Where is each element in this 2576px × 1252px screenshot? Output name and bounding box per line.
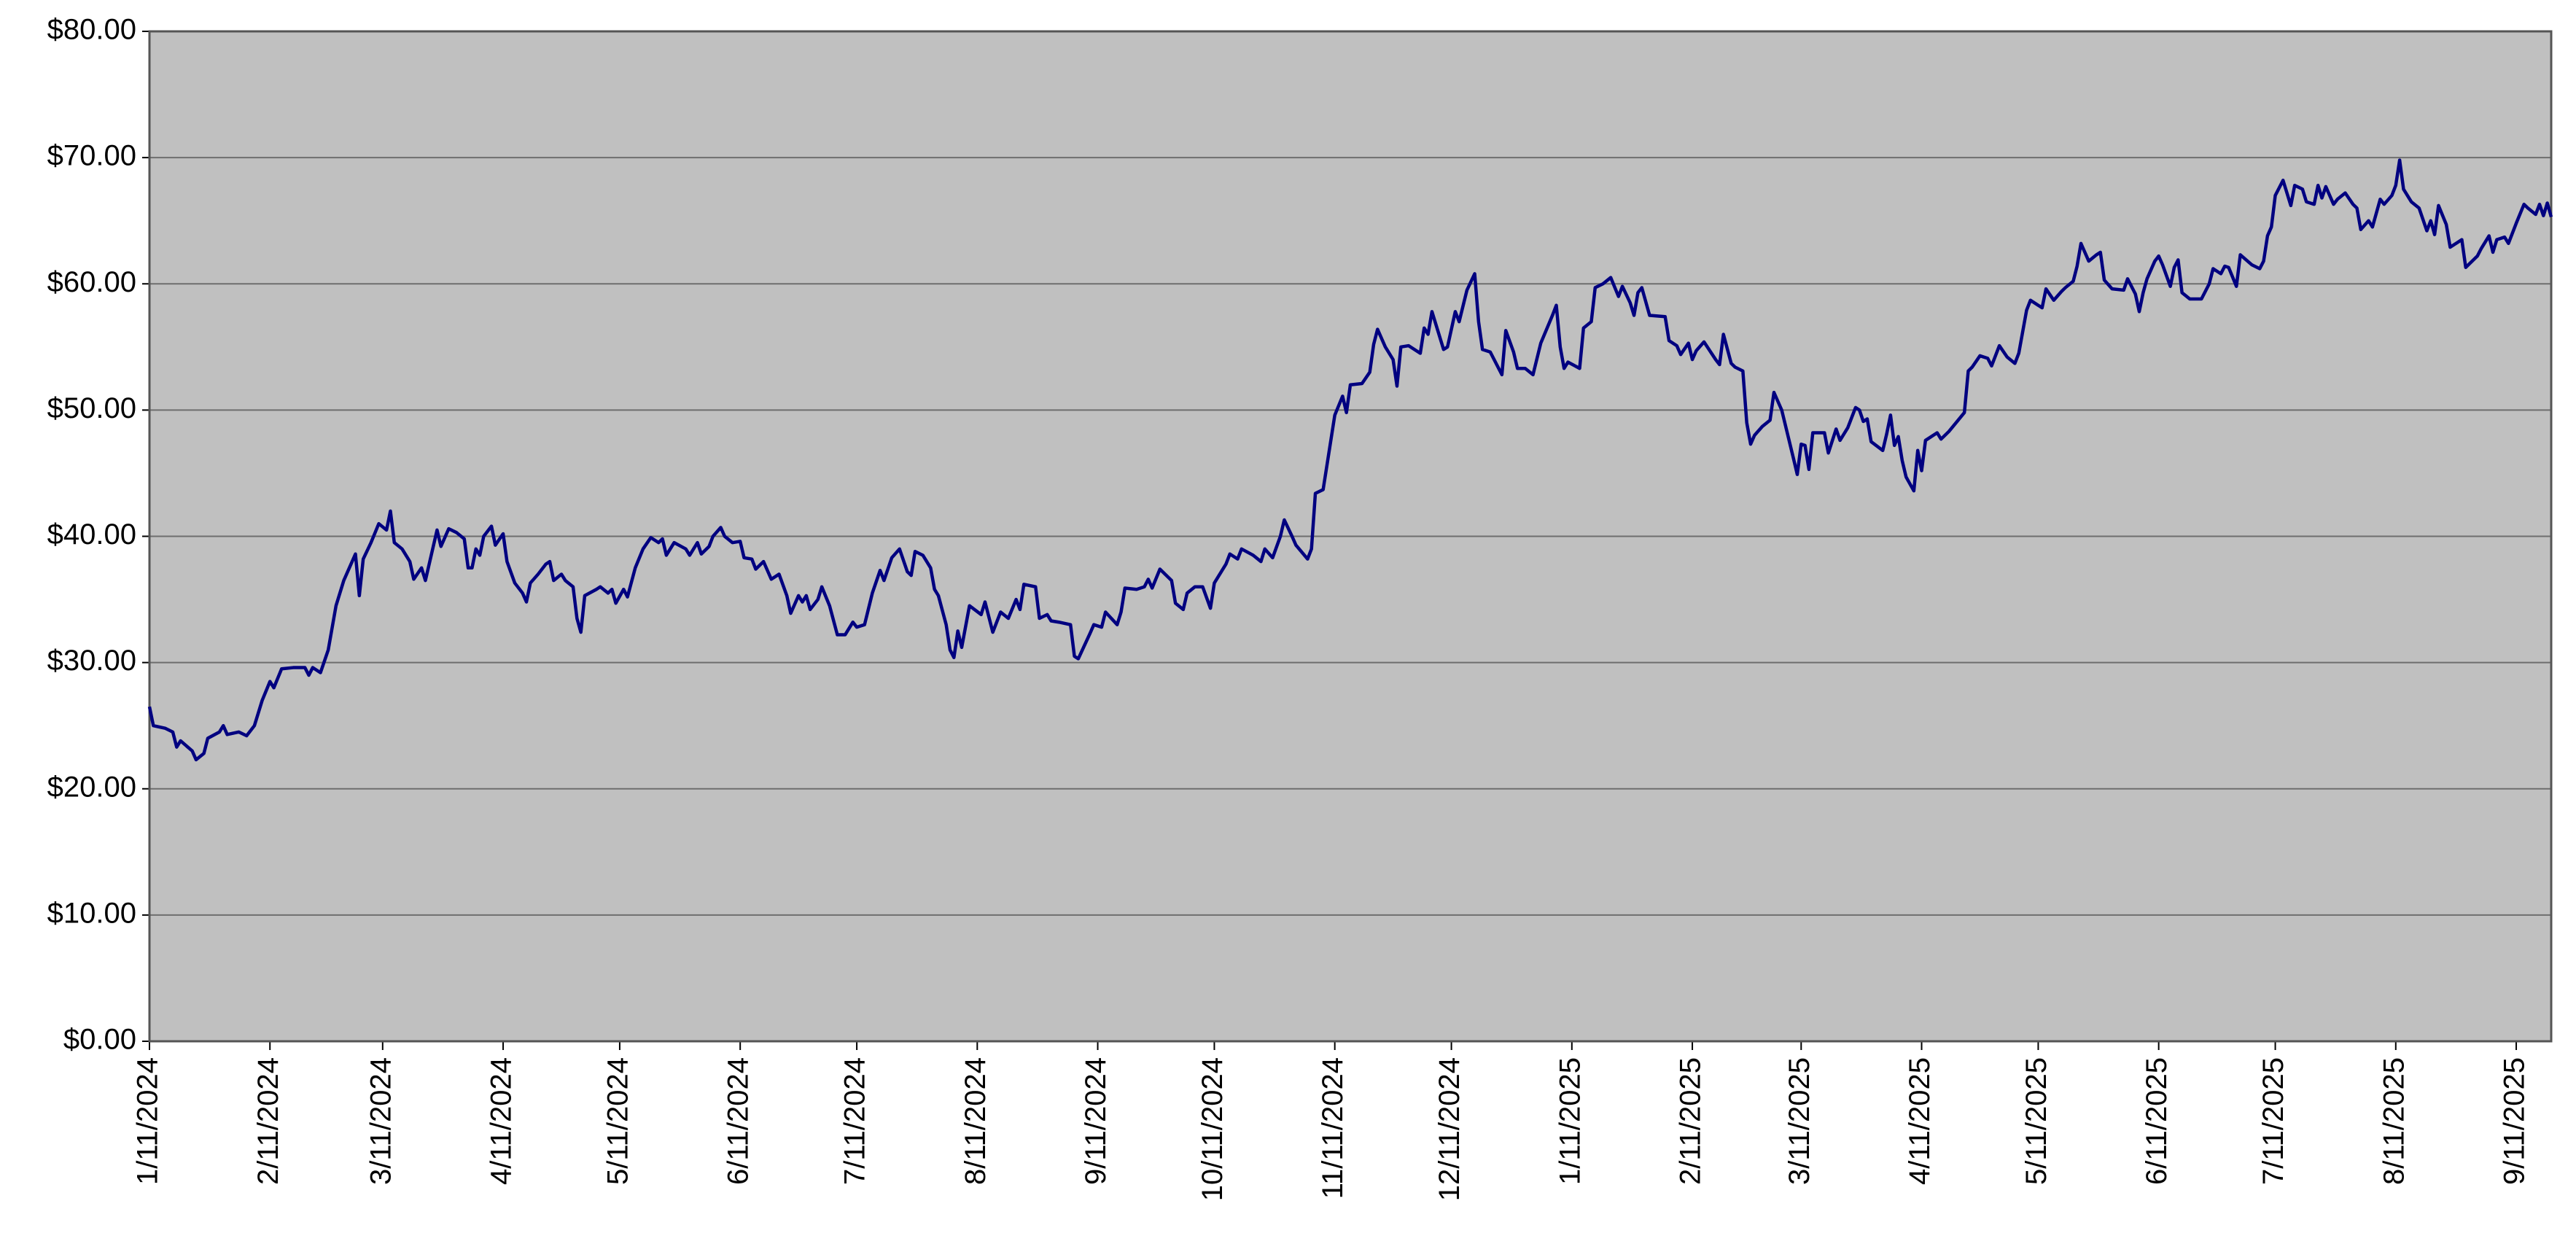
x-tick-label: 7/11/2024 — [839, 1057, 871, 1185]
y-tick-label: $30.00 — [47, 645, 136, 677]
x-tick-label: 2/11/2025 — [1675, 1057, 1707, 1185]
plot-border — [148, 30, 2553, 1043]
x-tick-label: 6/11/2025 — [2141, 1057, 2173, 1185]
y-tick-label: $50.00 — [47, 392, 136, 424]
x-tick-label: 9/11/2024 — [1080, 1057, 1112, 1185]
x-tick-label: 1/11/2024 — [132, 1057, 164, 1185]
y-tick-label: $20.00 — [47, 771, 136, 803]
x-tick-label: 6/11/2024 — [723, 1057, 755, 1185]
x-tick-label: 2/11/2024 — [252, 1057, 284, 1185]
x-tick-label: 1/11/2025 — [1554, 1057, 1586, 1185]
x-tick-label: 3/11/2025 — [1783, 1057, 1816, 1185]
x-tick-label: 8/11/2024 — [960, 1057, 992, 1185]
y-tick-label: $60.00 — [47, 266, 136, 298]
x-tick-label: 4/11/2024 — [486, 1057, 518, 1185]
x-tick-label: 7/11/2025 — [2257, 1057, 2289, 1185]
x-tick-label: 4/11/2025 — [1904, 1057, 1936, 1185]
x-tick-label: 8/11/2025 — [2378, 1057, 2410, 1185]
y-tick-label: $0.00 — [63, 1024, 136, 1056]
x-tick-label: 3/11/2024 — [365, 1057, 397, 1185]
y-tick-label: $40.00 — [47, 518, 136, 551]
x-tick-label: 12/11/2024 — [1433, 1057, 1466, 1201]
x-tick-label: 9/11/2025 — [2499, 1057, 2531, 1185]
x-tick-label: 11/11/2024 — [1317, 1057, 1349, 1199]
y-tick-label: $80.00 — [47, 14, 136, 46]
x-tick-label: 5/11/2025 — [2020, 1057, 2052, 1185]
x-tick-label: 10/11/2024 — [1196, 1057, 1229, 1201]
x-tick-label: 5/11/2024 — [602, 1057, 634, 1185]
y-tick-label: $70.00 — [47, 140, 136, 172]
price-line — [147, 158, 2553, 762]
y-tick-label: $10.00 — [47, 897, 136, 929]
